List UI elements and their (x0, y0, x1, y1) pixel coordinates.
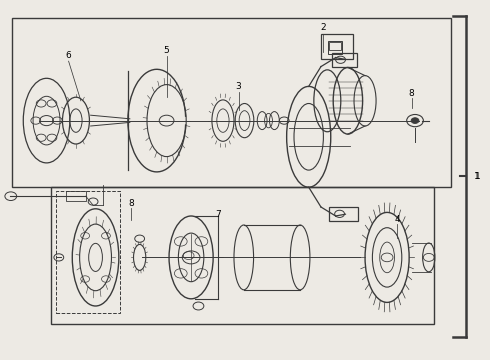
Text: 1: 1 (474, 172, 480, 181)
Bar (329, 42, 341, 50)
Bar (51, 187, 434, 324)
Bar (66, 191, 86, 201)
Bar (328, 41, 342, 54)
Bar (12, 18, 451, 187)
Text: 6: 6 (66, 51, 72, 60)
Text: 7: 7 (215, 210, 221, 219)
Bar (332, 53, 357, 67)
Bar (329, 207, 358, 221)
Text: 8: 8 (128, 199, 134, 208)
Text: 4: 4 (394, 215, 400, 224)
Text: 5: 5 (164, 46, 170, 55)
Text: 8: 8 (409, 89, 415, 98)
Bar (56, 191, 120, 313)
Text: 2: 2 (320, 22, 326, 31)
Bar (321, 34, 353, 59)
Text: 3: 3 (236, 82, 242, 91)
Text: 1: 1 (475, 172, 481, 181)
Circle shape (411, 118, 419, 123)
